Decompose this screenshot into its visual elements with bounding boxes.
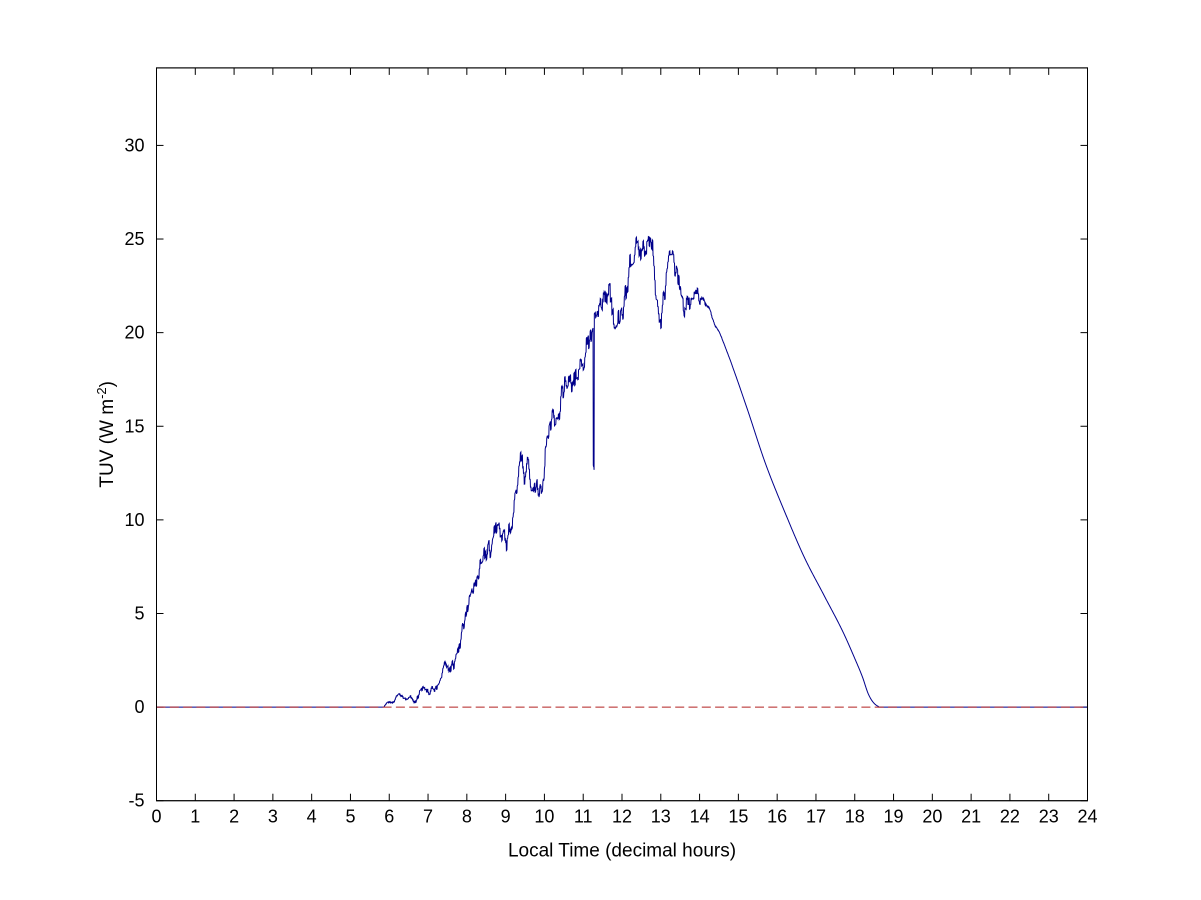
svg-text:Local Time (decimal hours): Local Time (decimal hours) (508, 841, 736, 862)
svg-text:14: 14 (690, 807, 710, 827)
svg-text:4: 4 (307, 807, 317, 827)
svg-text:12: 12 (612, 807, 632, 827)
svg-text:20: 20 (124, 323, 144, 343)
svg-text:24: 24 (1077, 807, 1097, 827)
svg-text:9: 9 (501, 807, 511, 827)
svg-text:0: 0 (134, 697, 144, 717)
svg-text:23: 23 (1039, 807, 1059, 827)
svg-text:TUV (W m-2): TUV (W m-2) (94, 381, 119, 488)
svg-text:-5: -5 (128, 791, 144, 811)
svg-text:1: 1 (190, 807, 200, 827)
svg-text:10: 10 (534, 807, 554, 827)
svg-text:6: 6 (384, 807, 394, 827)
svg-text:10: 10 (124, 510, 144, 530)
svg-text:20: 20 (922, 807, 942, 827)
svg-text:2: 2 (229, 807, 239, 827)
svg-text:17: 17 (806, 807, 826, 827)
svg-text:8: 8 (462, 807, 472, 827)
svg-text:11: 11 (574, 807, 593, 827)
svg-text:5: 5 (134, 603, 144, 623)
svg-text:21: 21 (961, 807, 981, 827)
svg-text:15: 15 (124, 416, 144, 436)
svg-text:18: 18 (845, 807, 865, 827)
svg-text:30: 30 (124, 135, 144, 155)
svg-text:25: 25 (124, 229, 144, 249)
svg-text:22: 22 (1000, 807, 1020, 827)
svg-text:3: 3 (268, 807, 278, 827)
svg-text:7: 7 (423, 807, 433, 827)
svg-text:16: 16 (767, 807, 787, 827)
svg-text:5: 5 (345, 807, 355, 827)
svg-text:19: 19 (884, 807, 904, 827)
svg-text:15: 15 (728, 807, 748, 827)
svg-text:13: 13 (651, 807, 671, 827)
svg-text:0: 0 (151, 807, 161, 827)
